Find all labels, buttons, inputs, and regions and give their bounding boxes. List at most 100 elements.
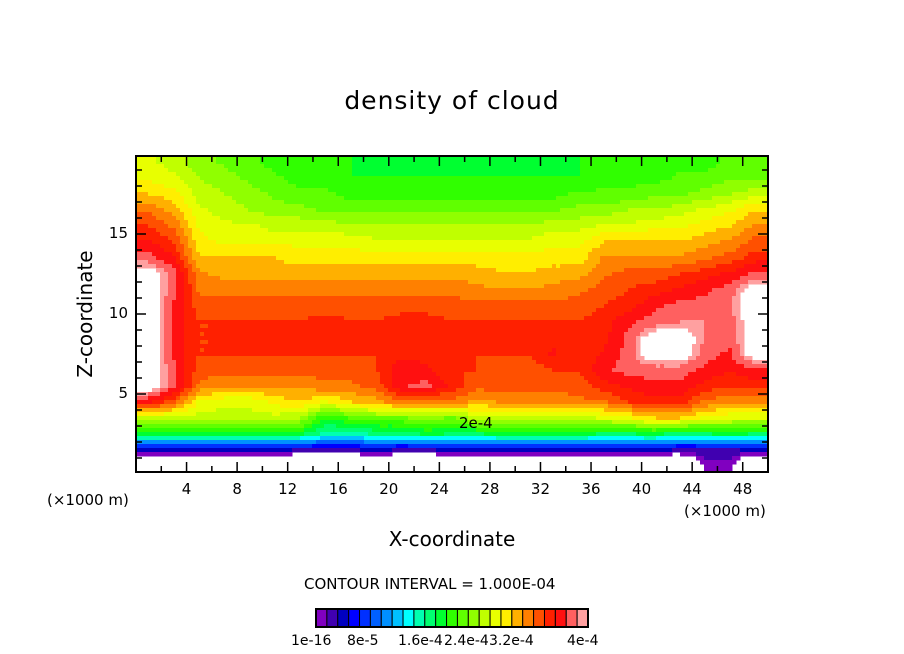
contour-cell (400, 160, 405, 165)
contour-cell (724, 172, 729, 177)
contour-cell (464, 188, 469, 193)
contour-cell (192, 252, 197, 257)
contour-cell (452, 244, 457, 249)
contour-cell (272, 192, 277, 197)
contour-cell (756, 188, 761, 193)
contour-cell (516, 236, 521, 241)
contour-cell (372, 172, 377, 177)
contour-cell (512, 252, 517, 257)
contour-cell (412, 236, 417, 241)
contour-cell (160, 240, 165, 245)
contour-cell (560, 172, 565, 177)
contour-cell (240, 264, 245, 269)
contour-cell (356, 176, 361, 181)
contour-cell (160, 220, 165, 225)
contour-cell (680, 160, 685, 165)
contour-cell (444, 204, 449, 209)
contour-cell (248, 204, 253, 209)
contour-cell (492, 264, 497, 269)
contour-cell (384, 272, 389, 277)
contour-cell (400, 220, 405, 225)
contour-cell (468, 156, 473, 161)
contour-cell (740, 188, 745, 193)
contour-cell (556, 168, 561, 173)
contour-cell (176, 212, 181, 217)
contour-cell (584, 256, 589, 261)
contour-cell (572, 272, 577, 277)
contour-cell (280, 252, 285, 257)
contour-cell (276, 188, 281, 193)
contour-cell (276, 160, 281, 165)
contour-cell (744, 260, 749, 265)
contour-cell (428, 204, 433, 209)
contour-cell (600, 172, 605, 177)
contour-cell (448, 232, 453, 237)
contour-cell (504, 180, 509, 185)
contour-cell (284, 228, 289, 233)
contour-cell (576, 240, 581, 245)
contour-cell (632, 260, 637, 265)
contour-cell (396, 184, 401, 189)
contour-cell (204, 248, 209, 253)
contour-cell (676, 184, 681, 189)
contour-cell (196, 156, 201, 161)
contour-cell (280, 192, 285, 197)
contour-cell (704, 252, 709, 257)
contour-cell (416, 276, 421, 281)
contour-cell (484, 280, 489, 285)
contour-cell (664, 204, 669, 209)
contour-cell (252, 164, 257, 169)
contour-cell (724, 220, 729, 225)
contour-cell (720, 256, 725, 261)
contour-cell (296, 276, 301, 281)
contour-cell (212, 232, 217, 237)
contour-cell (428, 220, 433, 225)
contour-cell (744, 264, 749, 269)
contour-cell (576, 184, 581, 189)
contour-cell (464, 176, 469, 181)
contour-cell (380, 208, 385, 213)
contour-cell (472, 192, 477, 197)
contour-cell (312, 252, 317, 257)
contour-cell (540, 204, 545, 209)
contour-cell (172, 264, 177, 269)
contour-cell (176, 224, 181, 229)
contour-cell (488, 216, 493, 221)
contour-cell (604, 168, 609, 173)
contour-cell (632, 180, 637, 185)
contour-cell (292, 260, 297, 265)
contour-cell (160, 252, 165, 257)
contour-cell (620, 168, 625, 173)
contour-cell (644, 268, 649, 273)
contour-cell (488, 256, 493, 261)
contour-cell (212, 160, 217, 165)
contour-cell (192, 160, 197, 165)
contour-cell (764, 252, 769, 257)
contour-cell (460, 232, 465, 237)
contour-cell (712, 248, 717, 253)
contour-cell (628, 208, 633, 213)
contour-cell (360, 264, 365, 269)
contour-cell (528, 220, 533, 225)
contour-cell (340, 188, 345, 193)
contour-cell (640, 208, 645, 213)
contour-cell (748, 196, 753, 201)
contour-cell (144, 188, 149, 193)
contour-cell (488, 220, 493, 225)
contour-cell (716, 188, 721, 193)
contour-cell (284, 240, 289, 245)
contour-cell (308, 248, 313, 253)
contour-cell (480, 196, 485, 201)
contour-cell (324, 272, 329, 277)
contour-cell (344, 160, 349, 165)
contour-cell (664, 184, 669, 189)
contour-cell (652, 176, 657, 181)
contour-cell (704, 268, 709, 273)
contour-cell (360, 236, 365, 241)
contour-cell (580, 164, 585, 169)
contour-cell (152, 168, 157, 173)
contour-cell (540, 244, 545, 249)
contour-cell (756, 272, 761, 277)
contour-cell (252, 216, 257, 221)
contour-cell (540, 224, 545, 229)
